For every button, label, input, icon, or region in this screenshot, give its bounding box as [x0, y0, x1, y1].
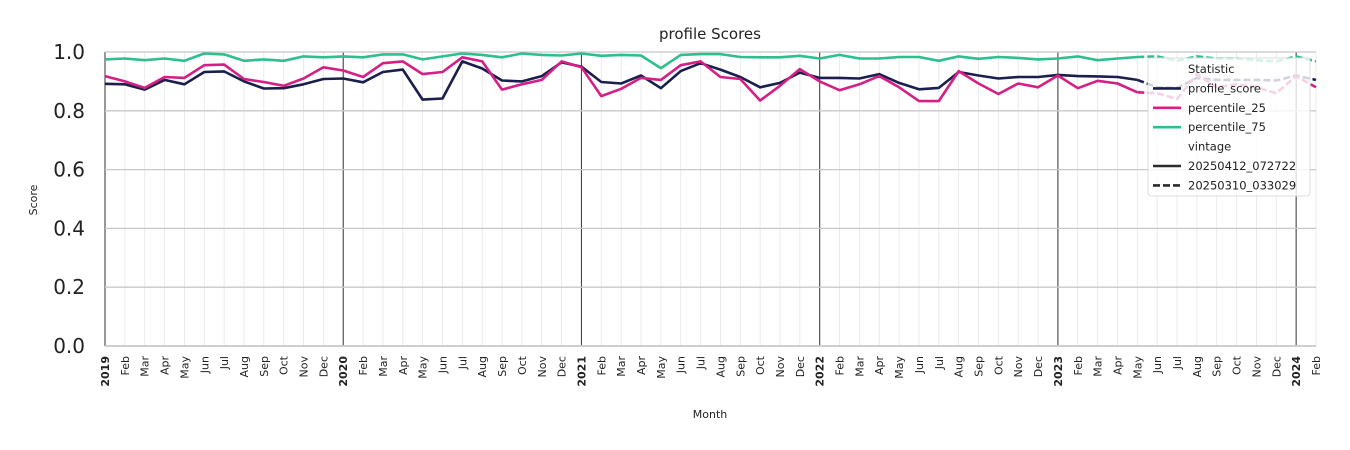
y-tick-label: 0.6 [53, 158, 85, 182]
x-tick-label: 2023 [1052, 356, 1065, 387]
x-tick-label: Feb [1072, 356, 1085, 375]
legend: Statistic profile_score percentile_25perce… [1147, 57, 1311, 197]
x-tick-label: 2019 [99, 356, 112, 387]
x-tick-label: Mar [139, 356, 152, 377]
x-tick-label: Dec [556, 356, 569, 377]
x-tick-label: Dec [1270, 356, 1283, 377]
x-tick-label: Jun [436, 356, 449, 374]
legend-box [1147, 57, 1311, 197]
x-tick-label: 2022 [814, 356, 827, 387]
x-tick-label: Sep [734, 356, 747, 377]
x-tick-label: Sep [1211, 356, 1224, 377]
legend-group-title: Statistic [1188, 62, 1235, 76]
series-line-percentile-75-solid [104, 52, 1138, 70]
x-tick-label: Feb [834, 356, 847, 375]
x-tick-label: Aug [476, 356, 489, 377]
x-tick-label: Oct [992, 355, 1005, 375]
x-tick-label: Feb [119, 356, 132, 375]
y-tick-label: 0.2 [53, 275, 85, 299]
y-axis-label: Score [27, 184, 40, 215]
x-tick-label: Sep [973, 356, 986, 377]
x-tick-label: Nov [1012, 356, 1025, 378]
x-tick-label: Dec [794, 356, 807, 377]
grid [104, 51, 1317, 347]
x-tick-label: Jul [695, 356, 708, 370]
x-tick-label: Mar [1092, 356, 1105, 377]
x-tick-label: Feb [595, 356, 608, 375]
x-tick-label: May [655, 356, 668, 379]
x-tick-label: Jun [913, 356, 926, 374]
x-tick-label: Jul [456, 356, 469, 370]
series-lines [104, 52, 1317, 103]
series-line-percentile-25-solid [104, 55, 1138, 103]
x-tick-label: Apr [873, 356, 886, 376]
x-tick-label: Jun [1151, 356, 1164, 374]
legend-entry-label: 20250412_072722 [1188, 159, 1296, 173]
x-tick-label: Feb [357, 356, 370, 375]
x-tick-label: Dec [1032, 356, 1045, 377]
x-tick-label: Oct [278, 355, 291, 375]
x-tick-label: Oct [754, 355, 767, 375]
x-tick-label: Aug [1191, 356, 1204, 377]
x-tick-label: Oct [1231, 355, 1244, 375]
x-tick-label: Mar [853, 356, 866, 377]
x-tick-label: Dec [317, 356, 330, 377]
chart-title: profile Scores [659, 25, 761, 43]
x-tick-label: Feb [1310, 356, 1323, 375]
legend-entry-label: profile_score [1188, 81, 1261, 95]
x-tick-label: Sep [258, 356, 271, 377]
x-tick-label: Aug [953, 356, 966, 377]
x-tick-label: Oct [516, 355, 529, 375]
legend-entry-label: 20250310_033029 [1188, 178, 1296, 192]
x-tick-label: Mar [615, 356, 628, 377]
x-tick-label: Nov [1250, 356, 1263, 378]
x-tick-label: Apr [1111, 356, 1124, 376]
legend-group-title: vintage [1188, 140, 1231, 154]
x-tick-label: Jul [1171, 356, 1184, 370]
y-tick-label: 0.8 [53, 99, 85, 123]
x-tick-label: 2024 [1290, 356, 1303, 387]
x-tick-label: Jul [218, 356, 231, 370]
x-tick-label: Apr [159, 356, 172, 376]
x-axis: 2019 Feb Mar Apr May Jun Jul Aug Sep Oct Nov Dec 202… [99, 355, 1323, 386]
x-tick-label: 2020 [337, 356, 350, 387]
x-tick-label: Apr [635, 356, 648, 376]
y-axis: 0.0 0.2 0.4 0.6 0.8 1.0 [53, 40, 85, 358]
x-tick-label: Jun [675, 356, 688, 374]
y-tick-label: 1.0 [53, 40, 85, 64]
x-tick-label: Jul [933, 356, 946, 370]
x-tick-label: Aug [714, 356, 727, 377]
x-tick-label: May [893, 356, 906, 379]
x-tick-label: Apr [397, 356, 410, 376]
x-tick-label: Nov [774, 356, 787, 378]
x-tick-label: Nov [536, 356, 549, 378]
x-axis-label: Month [693, 408, 728, 421]
x-tick-label: Sep [496, 356, 509, 377]
x-tick-label: 2021 [575, 356, 588, 387]
x-tick-label: Mar [377, 356, 390, 377]
x-tick-label: Nov [298, 356, 311, 378]
x-tick-label: Aug [238, 356, 251, 377]
x-tick-label: May [417, 356, 430, 379]
y-tick-label: 0.4 [53, 216, 85, 240]
x-tick-label: Jun [198, 356, 211, 374]
y-tick-label: 0.0 [53, 334, 85, 358]
legend-entry-label: percentile_75 [1188, 120, 1266, 134]
x-tick-label: May [1131, 356, 1144, 379]
x-tick-label: May [178, 356, 191, 379]
legend-entry-label: percentile_25 [1188, 101, 1266, 115]
series-line-profile-score-solid [104, 60, 1138, 101]
